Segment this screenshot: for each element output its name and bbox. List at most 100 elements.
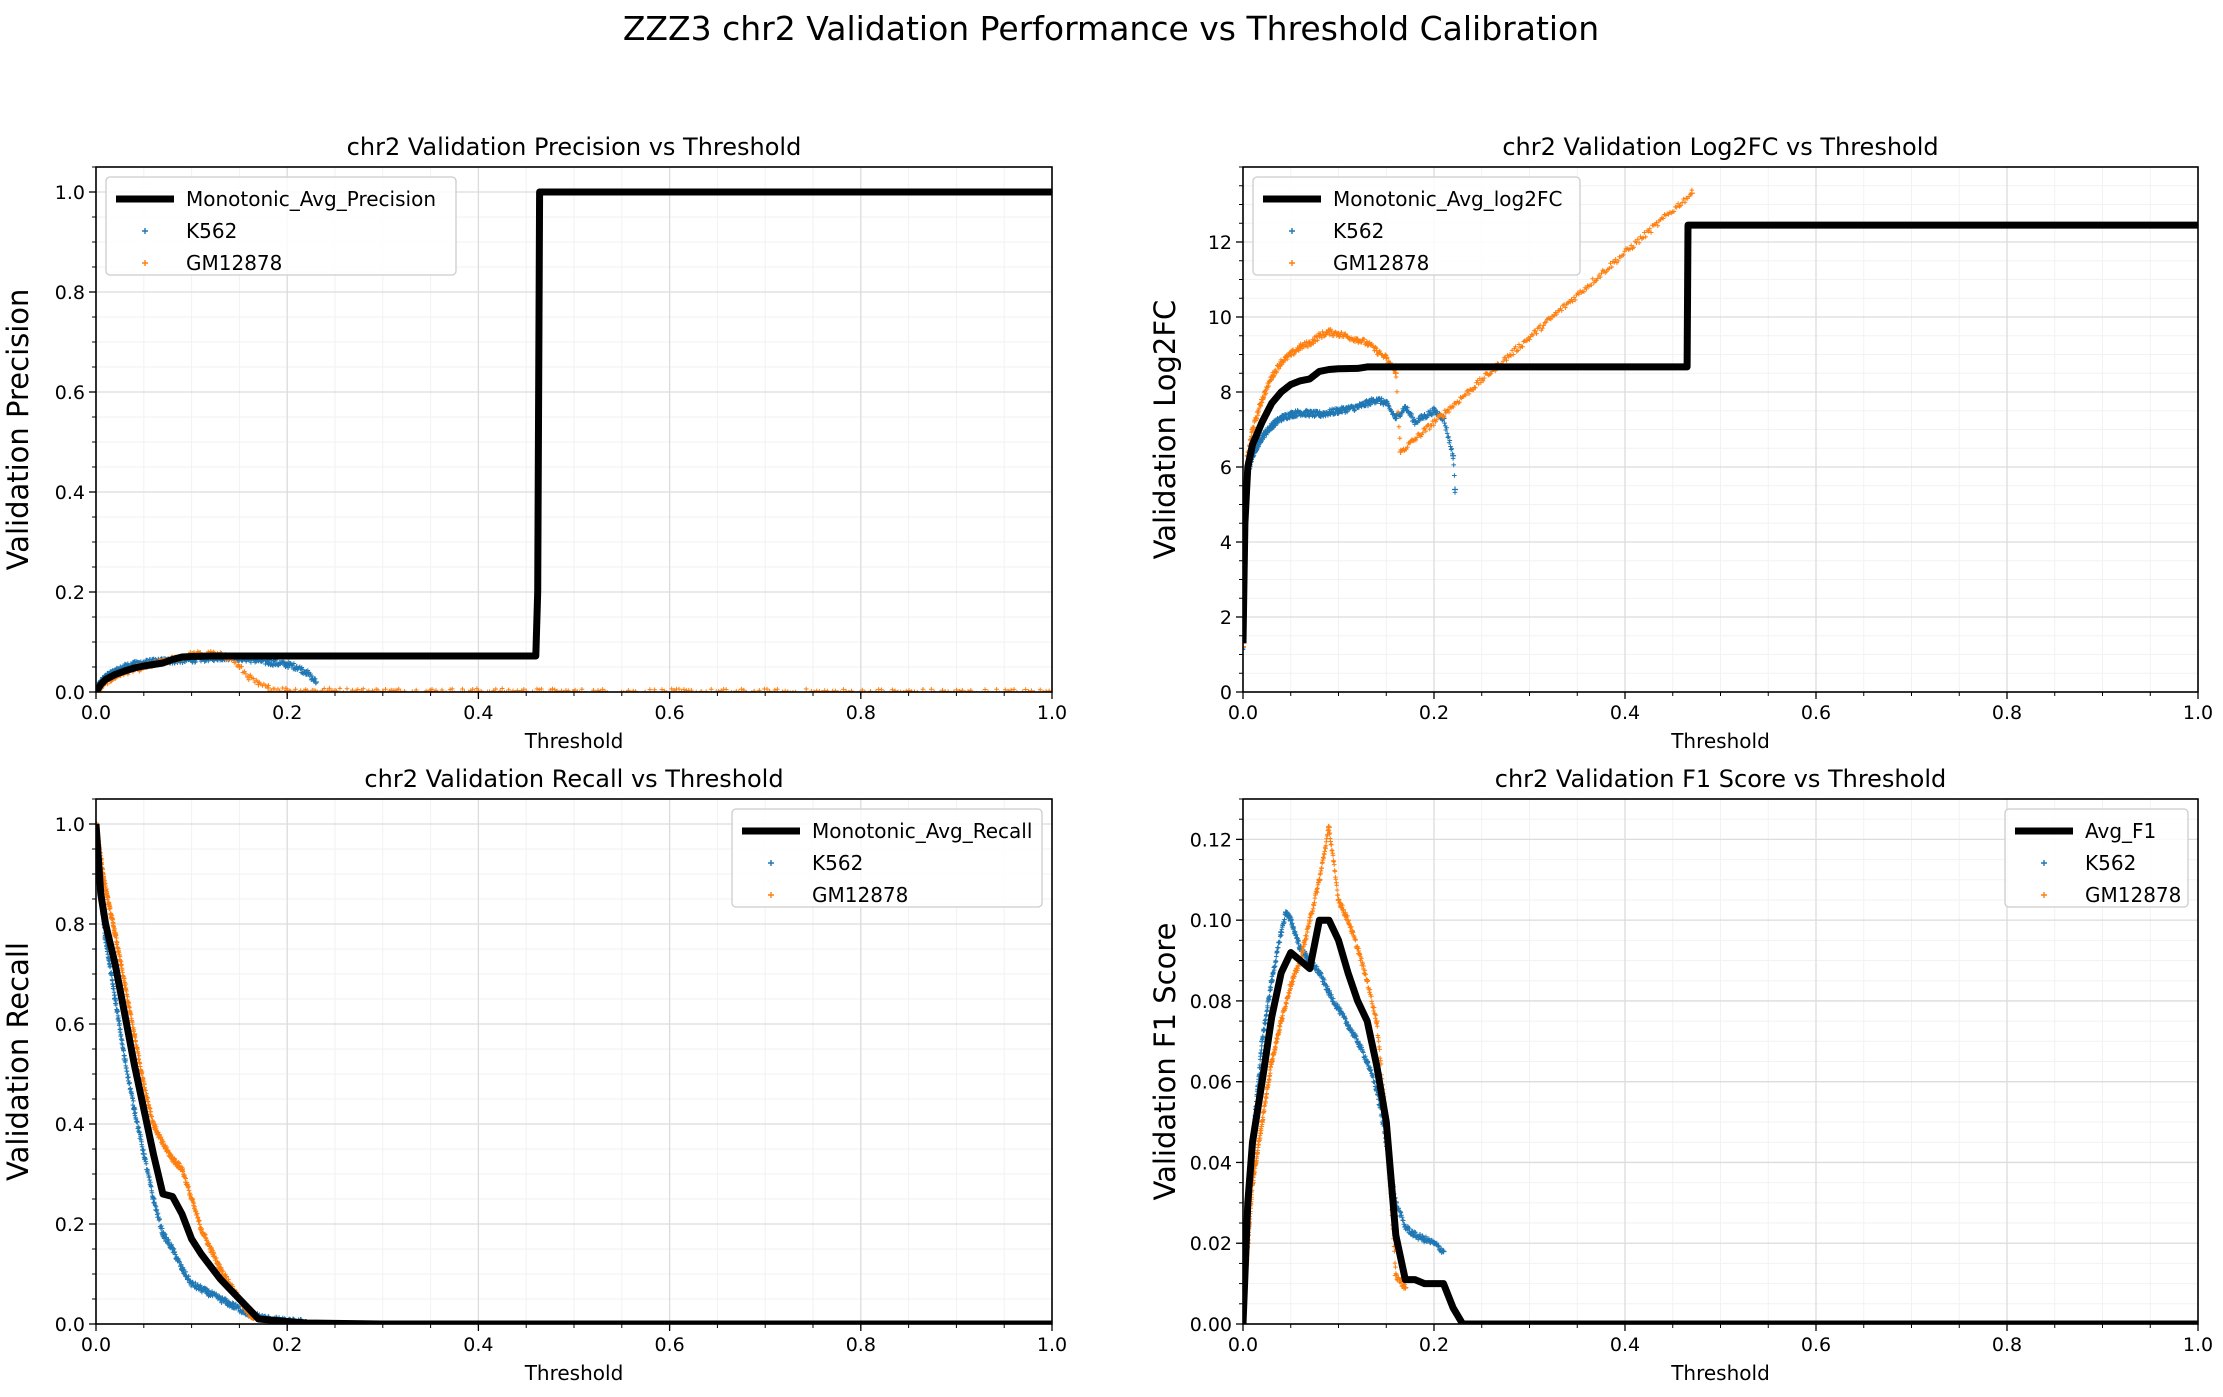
series-avg-f1-line xyxy=(1243,916,2198,1324)
legend-swatch-marker xyxy=(768,892,774,898)
data-point xyxy=(1373,347,1380,354)
x-tick-label: 0.8 xyxy=(846,702,876,724)
x-tick-label: 0.0 xyxy=(81,702,111,724)
data-point xyxy=(1268,422,1275,429)
x-tick-label: 1.0 xyxy=(2183,1334,2213,1356)
x-tick-label: 0.2 xyxy=(1419,1334,1449,1356)
data-point xyxy=(1259,1038,1266,1045)
axes-frame xyxy=(95,798,1053,1325)
legend-entry-gm12878: GM12878 xyxy=(2085,883,2181,907)
data-point xyxy=(1268,977,1275,984)
y-tick-label: 6 xyxy=(1220,457,1232,479)
series-monotonic-avg-precision-line xyxy=(96,188,1052,692)
legend-entry-monotonic-avg-log2fc: Monotonic_Avg_log2FC xyxy=(1333,187,1562,211)
y-tick-label: 0.06 xyxy=(1190,1072,1232,1094)
data-point xyxy=(265,659,272,665)
y-tick-label: 0.4 xyxy=(55,482,85,504)
y-tick-label: 0.04 xyxy=(1190,1152,1232,1174)
data-point xyxy=(1335,1006,1342,1012)
y-tick-label: 4 xyxy=(1220,532,1232,554)
series-monotonic-avg-recall-line xyxy=(96,823,1052,1324)
panel-title: chr2 Validation Log2FC vs Threshold xyxy=(1502,133,1938,161)
data-point xyxy=(284,661,291,668)
data-point xyxy=(1278,929,1285,936)
data-point xyxy=(1383,355,1390,362)
data-point xyxy=(1278,1018,1285,1025)
data-point xyxy=(1325,824,1332,831)
x-tick-label: 0.6 xyxy=(654,702,684,724)
legend-swatch-marker xyxy=(1289,228,1295,234)
data-point xyxy=(1325,329,1332,335)
y-tick-label: 0.6 xyxy=(55,1014,85,1036)
data-point xyxy=(1431,407,1437,414)
data-point xyxy=(255,681,262,688)
data-point xyxy=(1287,411,1294,418)
x-tick-label: 0.2 xyxy=(272,702,302,724)
data-point xyxy=(1306,340,1313,347)
x-axis-label: Threshold xyxy=(1670,729,1770,753)
data-point xyxy=(1440,1248,1447,1255)
y-tick-label: 0 xyxy=(1220,682,1232,704)
x-tick-label: 0.2 xyxy=(1419,702,1449,724)
x-tick-label: 0.8 xyxy=(846,1334,876,1356)
x-axis-label: Threshold xyxy=(524,1361,624,1385)
data-point xyxy=(1316,876,1323,883)
y-tick-label: 12 xyxy=(1208,232,1232,254)
data-point xyxy=(1335,407,1342,414)
data-point xyxy=(1392,415,1399,422)
data-point xyxy=(1402,1224,1409,1231)
plot-area xyxy=(96,188,1052,692)
data-point xyxy=(1452,486,1459,493)
legend: Monotonic_Avg_Precision K562 GM12878 xyxy=(105,176,457,276)
data-point xyxy=(1383,400,1390,407)
y-tick-label: 0.8 xyxy=(55,914,85,936)
x-tick-label: 0.4 xyxy=(1610,702,1640,724)
data-point xyxy=(131,1106,138,1112)
data-point xyxy=(112,996,119,1002)
data-point xyxy=(1364,340,1371,347)
data-point xyxy=(1243,644,1246,650)
panel-title: chr2 Validation Recall vs Threshold xyxy=(364,765,783,793)
x-tick-label: 0.0 xyxy=(1228,702,1258,724)
data-point xyxy=(1278,415,1285,422)
y-tick-label: 0.6 xyxy=(55,382,85,404)
data-point xyxy=(226,1301,233,1307)
panel-title: chr2 Validation F1 Score vs Threshold xyxy=(1495,765,1946,793)
data-point xyxy=(159,1231,166,1237)
y-tick-label: 0.08 xyxy=(1190,991,1232,1013)
data-point xyxy=(1335,330,1342,337)
data-point xyxy=(265,685,272,691)
legend-entry-gm12878: GM12878 xyxy=(186,251,282,275)
data-point xyxy=(1297,409,1304,416)
data-point xyxy=(1306,917,1313,924)
y-tick-label: 0.4 xyxy=(55,1114,85,1136)
x-tick-label: 0.8 xyxy=(1992,702,2022,724)
data-point xyxy=(179,1166,186,1172)
data-point xyxy=(1397,449,1404,455)
data-point xyxy=(1402,404,1409,410)
data-point xyxy=(1431,1240,1437,1247)
legend-swatch-marker xyxy=(142,260,148,266)
data-point xyxy=(332,688,338,692)
x-tick-label: 0.4 xyxy=(1610,1334,1640,1356)
data-point xyxy=(1287,917,1294,924)
legend-entry-k562: K562 xyxy=(1333,219,1384,243)
data-point xyxy=(236,664,243,670)
data-point xyxy=(1688,190,1695,197)
legend-swatch-marker xyxy=(2041,892,2047,898)
data-point xyxy=(1421,1236,1428,1243)
axes-frame xyxy=(1242,798,2199,1325)
series-k562-markers xyxy=(1243,909,1447,1324)
data-point xyxy=(1259,434,1266,440)
legend-entry-k562: K562 xyxy=(186,219,237,243)
data-point xyxy=(1373,396,1380,403)
data-point xyxy=(179,1266,186,1272)
data-point xyxy=(121,1056,128,1062)
y-axis-label: Validation Recall xyxy=(1,942,35,1181)
x-tick-label: 1.0 xyxy=(1037,1334,1067,1356)
axes-frame xyxy=(95,166,1053,693)
data-point xyxy=(303,669,310,675)
legend-swatch-marker xyxy=(1289,260,1295,266)
data-point xyxy=(571,689,577,692)
